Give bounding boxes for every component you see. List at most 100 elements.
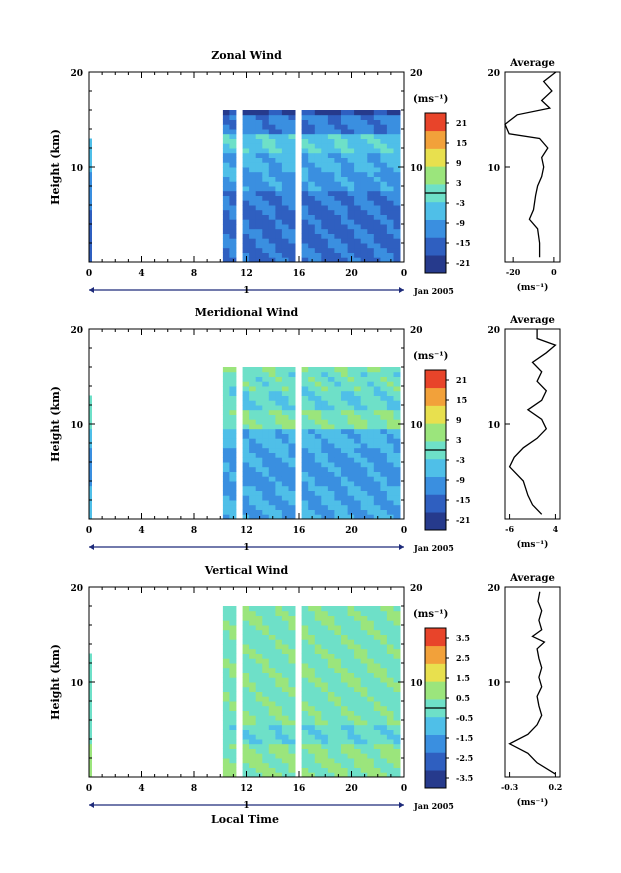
- average-x-tick-label: -0.3: [501, 782, 519, 792]
- heatmap-cell: [229, 610, 237, 616]
- heatmap-cell: [373, 452, 381, 458]
- heatmap-cell: [341, 729, 348, 735]
- heatmap-cell: [301, 367, 309, 373]
- heatmap-cell: [393, 739, 401, 745]
- heatmap-cell: [262, 758, 270, 764]
- heatmap-cell: [281, 663, 289, 669]
- heatmap-cell: [249, 143, 257, 149]
- heatmap-cell: [354, 471, 362, 477]
- heatmap-cell: [347, 629, 355, 635]
- heatmap-cell: [249, 653, 257, 659]
- heatmap-cell: [229, 462, 237, 468]
- heatmap-cell: [354, 152, 362, 158]
- heatmap-cell: [242, 371, 250, 377]
- heatmap-cell: [281, 606, 289, 612]
- heatmap-cell: [327, 743, 335, 749]
- heatmap-cell: [360, 205, 368, 211]
- heatmap-cell: [380, 610, 388, 616]
- heatmap-cell: [308, 110, 316, 116]
- heatmap-cell: [301, 171, 309, 177]
- heatmap-cell: [242, 743, 250, 749]
- heatmap-cell: [373, 663, 381, 669]
- heatmap-cell: [242, 606, 250, 612]
- heatmap-cell: [373, 701, 381, 707]
- heatmap-cell: [347, 682, 355, 688]
- heatmap-cell: [288, 119, 296, 125]
- heatmap-cell: [275, 176, 283, 182]
- heatmap-cell: [347, 457, 355, 463]
- heatmap-cell: [360, 390, 368, 396]
- heatmap-cell: [347, 371, 355, 377]
- heatmap-cell: [380, 753, 388, 759]
- heatmap-cell: [341, 110, 348, 116]
- heatmap-cell: [354, 400, 362, 406]
- heatmap-cell: [255, 395, 263, 401]
- heatmap-cell: [354, 405, 362, 411]
- heatmap-cell: [288, 190, 296, 196]
- heatmap-cell: [354, 753, 362, 759]
- heatmap-cell: [242, 758, 250, 764]
- heatmap-cell: [268, 471, 276, 477]
- heatmap-cell: [308, 701, 316, 707]
- heatmap-cell: [367, 381, 375, 387]
- heatmap-cell: [249, 748, 257, 754]
- heatmap-cell: [341, 209, 348, 215]
- heatmap-cell: [360, 381, 368, 387]
- heatmap-cell: [321, 686, 329, 692]
- heatmap-cell: [268, 447, 276, 453]
- heatmap-cell: [314, 219, 322, 225]
- heatmap-cell: [380, 124, 388, 130]
- heatmap-cell: [393, 677, 401, 683]
- heatmap-cell: [249, 367, 257, 373]
- heatmap-cell: [229, 367, 237, 373]
- heatmap-cell: [393, 428, 401, 434]
- heatmap-cell: [262, 438, 270, 444]
- heatmap-cell: [262, 186, 270, 192]
- heatmap-cell: [229, 171, 237, 177]
- heatmap-cell: [308, 615, 316, 621]
- heatmap-cell: [373, 371, 381, 377]
- heatmap-cell: [334, 443, 342, 449]
- heatmap-cell: [321, 424, 329, 430]
- heatmap-cell: [301, 715, 309, 721]
- heatmap-cell: [341, 772, 348, 778]
- heatmap-cell: [373, 504, 381, 510]
- heatmap-cell: [222, 376, 230, 382]
- heatmap-cell: [249, 424, 257, 430]
- heatmap-cell: [341, 748, 348, 754]
- heatmap-cell: [281, 247, 289, 253]
- heatmap-cell: [360, 114, 368, 120]
- heatmap-cell: [334, 224, 342, 230]
- x-tick-label: 4: [138, 784, 144, 794]
- heatmap-cell: [386, 696, 394, 702]
- heatmap-cell: [281, 124, 289, 130]
- heatmap-cell: [268, 176, 276, 182]
- heatmap-cell: [386, 428, 394, 434]
- heatmap-cell: [229, 672, 237, 678]
- x-tick-label: 4: [138, 269, 144, 279]
- heatmap-cell: [380, 138, 388, 144]
- heatmap-cell: [321, 195, 329, 201]
- heatmap-cell: [275, 677, 283, 683]
- heatmap-cell: [314, 514, 322, 520]
- heatmap-cell: [89, 677, 92, 683]
- average-x-tick-label: -6: [505, 524, 514, 534]
- heatmap-cell: [386, 667, 394, 673]
- heatmap-cell: [321, 481, 329, 487]
- heatmap-cell: [347, 114, 355, 120]
- heatmap-cell: [321, 119, 329, 125]
- heatmap-cell: [89, 739, 92, 745]
- heatmap-cell: [275, 367, 283, 373]
- heatmap-cell: [367, 205, 375, 211]
- colorbar-segment: [425, 405, 446, 424]
- heatmap-cell: [308, 200, 316, 206]
- heatmap-cell: [268, 509, 276, 515]
- heatmap-cell: [281, 148, 289, 154]
- heatmap-cell: [275, 200, 283, 206]
- heatmap-cell: [301, 658, 309, 664]
- heatmap-cell: [393, 743, 401, 749]
- heatmap-cell: [288, 148, 296, 154]
- heatmap-cell: [321, 667, 329, 673]
- heatmap-cell: [255, 443, 263, 449]
- heatmap-cell: [321, 414, 329, 420]
